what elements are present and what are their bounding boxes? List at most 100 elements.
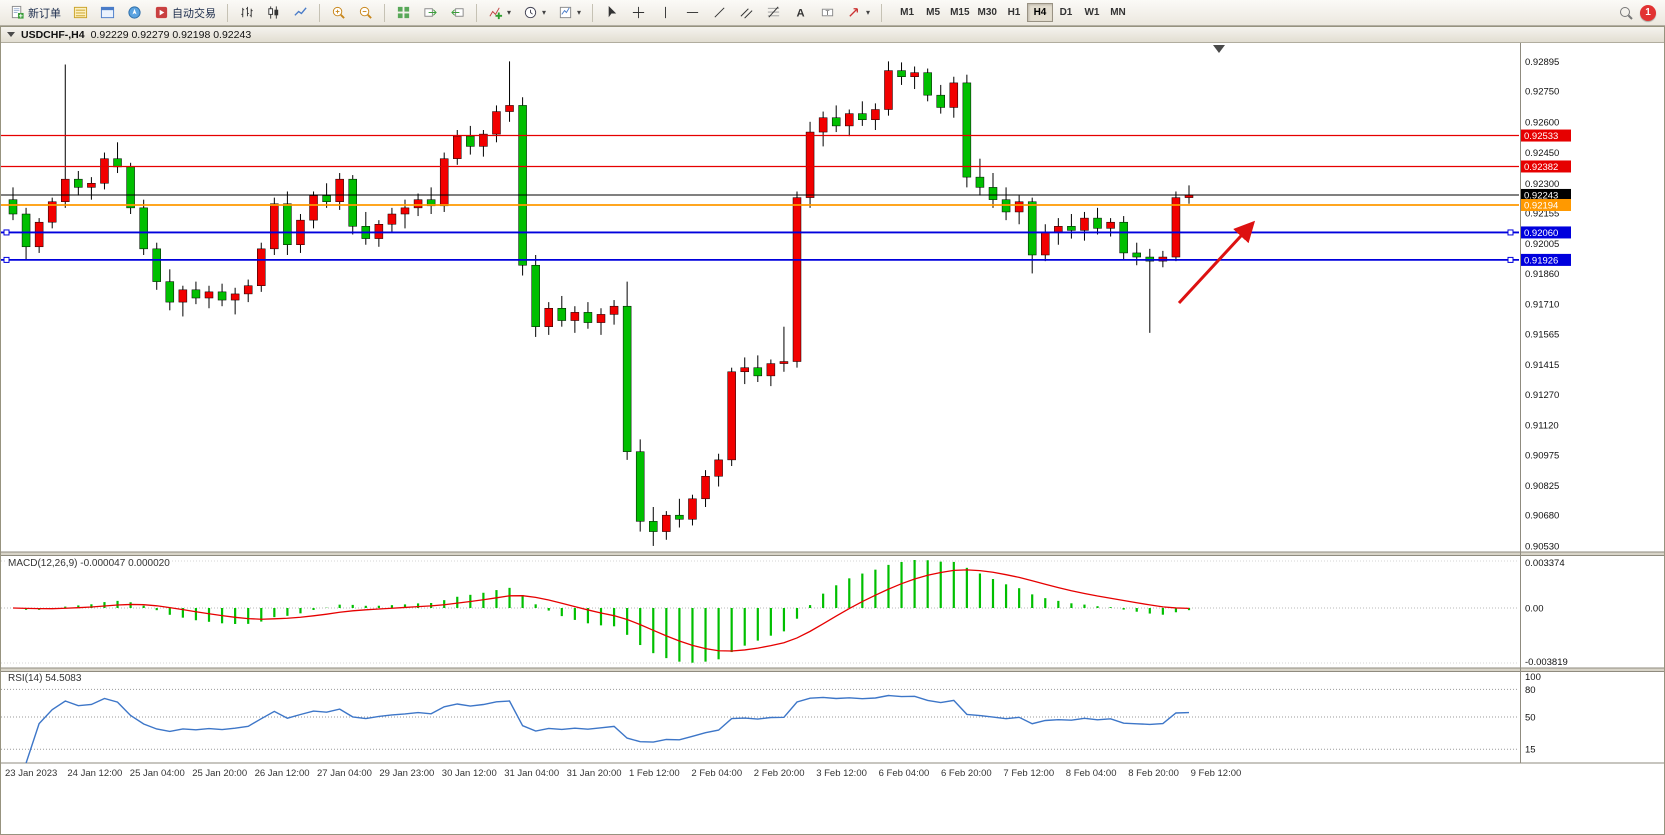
timeframe-h4-button[interactable]: H4 [1026, 3, 1053, 22]
toolbar-separator [319, 3, 320, 22]
toolbar-separator [881, 3, 883, 22]
svg-text:50: 50 [1525, 713, 1536, 724]
timeframe-m5-button[interactable]: M5 [920, 3, 946, 22]
data-window-button[interactable] [95, 2, 120, 23]
svg-text:0.91860: 0.91860 [1525, 269, 1559, 280]
tile-windows-button[interactable] [391, 2, 416, 23]
channel-icon [740, 8, 753, 19]
new-order-button[interactable]: 新订单 [5, 2, 66, 23]
crosshair-tool-button[interactable] [626, 2, 651, 23]
chart-body: 0.92895 0.92750 0.92600 0.92450 0.92300 0.921… [1, 43, 1664, 834]
candlestick-chart-button[interactable] [261, 2, 286, 23]
svg-text:23 Jan 2023: 23 Jan 2023 [5, 768, 57, 779]
periods-clock-icon [524, 6, 537, 19]
svg-text:0.92194: 0.92194 [1524, 200, 1558, 211]
market-watch-button[interactable] [68, 2, 93, 23]
auto-trading-button[interactable]: 自动交易 [149, 2, 221, 23]
new-order-icon [11, 5, 24, 19]
channel-tool-button[interactable] [734, 2, 759, 23]
bar-chart-icon [241, 6, 253, 18]
periods-button[interactable]: ▾ [518, 2, 551, 23]
chart-shift-button[interactable] [445, 2, 470, 23]
arrow-shape-icon [849, 8, 859, 17]
auto-trading-label: 自动交易 [172, 7, 216, 20]
zoom-in-button[interactable] [326, 2, 351, 23]
text-label-tool-button[interactable]: T [815, 2, 840, 23]
navigator-button[interactable] [122, 2, 147, 23]
horizontal-line-tool-button[interactable] [680, 2, 705, 23]
market-watch-icon [73, 6, 88, 19]
vertical-line-icon [665, 6, 667, 19]
svg-text:0.92155: 0.92155 [1525, 208, 1559, 219]
timeframe-m1-button[interactable]: M1 [894, 3, 920, 22]
dropdown-caret-icon: ▾ [577, 8, 582, 17]
svg-text:24 Jan 12:00: 24 Jan 12:00 [67, 768, 122, 779]
arrows-tool-button[interactable]: ▾ [842, 2, 875, 23]
new-order-label: 新订单 [28, 7, 61, 20]
svg-text:0.92895: 0.92895 [1525, 57, 1559, 68]
trendline-tool-button[interactable] [707, 2, 732, 23]
timeframe-d1-button[interactable]: D1 [1053, 3, 1079, 22]
zoom-out-icon [359, 6, 372, 19]
notification-badge[interactable]: 1 [1640, 4, 1656, 21]
svg-text:3 Feb 12:00: 3 Feb 12:00 [816, 768, 867, 779]
search-icon[interactable] [1618, 5, 1634, 21]
svg-text:0.90530: 0.90530 [1525, 541, 1559, 552]
timeframe-w1-button[interactable]: W1 [1079, 3, 1105, 22]
svg-text:29 Jan 23:00: 29 Jan 23:00 [379, 768, 434, 779]
timeframe-mn-button[interactable]: MN [1105, 3, 1131, 22]
svg-text:0.92005: 0.92005 [1525, 239, 1559, 250]
chart-ohlc-values: 0.92229 0.92279 0.92198 0.92243 [90, 28, 252, 41]
rsi-indicator-label: RSI(14) 54.5083 [6, 673, 84, 684]
toolbar-separator [227, 3, 228, 22]
toolbar-separator [592, 3, 594, 22]
chart-canvas[interactable]: 0.92895 0.92750 0.92600 0.92450 0.92300 0.921… [1, 43, 1664, 835]
horizontal-line-icon [686, 12, 699, 13]
tile-windows-icon [397, 6, 410, 19]
svg-text:30 Jan 12:00: 30 Jan 12:00 [442, 768, 497, 779]
indicators-button[interactable]: ▾ [483, 2, 516, 23]
svg-text:0.91120: 0.91120 [1525, 421, 1559, 432]
dropdown-caret-icon: ▾ [507, 8, 512, 17]
svg-text:0.92600: 0.92600 [1525, 117, 1559, 128]
svg-text:26 Jan 12:00: 26 Jan 12:00 [255, 768, 310, 779]
svg-text:6 Feb 04:00: 6 Feb 04:00 [879, 768, 930, 779]
svg-text:1 Feb 12:00: 1 Feb 12:00 [629, 768, 680, 779]
vertical-line-tool-button[interactable] [653, 2, 678, 23]
svg-text:0.91565: 0.91565 [1525, 329, 1559, 340]
main-toolbar: 新订单 自动交易 [0, 0, 1665, 26]
svg-text:8 Feb 20:00: 8 Feb 20:00 [1128, 768, 1179, 779]
trendline-icon [714, 7, 725, 18]
svg-text:9 Feb 12:00: 9 Feb 12:00 [1191, 768, 1242, 779]
svg-text:80: 80 [1525, 685, 1536, 696]
text-tool-button[interactable]: A [788, 2, 813, 23]
templates-icon [559, 6, 572, 19]
text-label-icon: T [821, 8, 834, 17]
chart-titlebar[interactable]: USDCHF-,H4 0.92229 0.92279 0.92198 0.922… [1, 27, 1664, 43]
auto-scroll-icon [424, 8, 437, 17]
templates-button[interactable]: ▾ [553, 2, 586, 23]
auto-scroll-button[interactable] [418, 2, 443, 23]
fibonacci-icon [767, 6, 780, 18]
svg-text:25 Jan 04:00: 25 Jan 04:00 [130, 768, 185, 779]
data-window-icon [100, 6, 115, 19]
svg-text:2 Feb 04:00: 2 Feb 04:00 [691, 768, 742, 779]
timeframe-h1-button[interactable]: H1 [1001, 3, 1027, 22]
svg-text:T: T [826, 10, 830, 17]
dropdown-caret-icon: ▾ [866, 8, 871, 17]
dropdown-caret-icon: ▾ [542, 8, 547, 17]
zoom-out-button[interactable] [353, 2, 378, 23]
svg-text:0.92450: 0.92450 [1525, 148, 1559, 159]
toolbar-separator [384, 3, 385, 22]
line-chart-button[interactable] [288, 2, 313, 23]
timeframe-m30-button[interactable]: M30 [974, 3, 1001, 22]
bar-chart-button[interactable] [234, 2, 259, 23]
line-chart-icon [294, 7, 307, 16]
cursor-tool-button[interactable] [599, 2, 624, 23]
fibonacci-tool-button[interactable] [761, 2, 786, 23]
svg-text:7 Feb 12:00: 7 Feb 12:00 [1003, 768, 1054, 779]
chart-menu-icon [7, 32, 15, 37]
cursor-icon [608, 5, 617, 18]
timeframe-m15-button[interactable]: M15 [946, 3, 973, 22]
svg-text:31 Jan 04:00: 31 Jan 04:00 [504, 768, 559, 779]
